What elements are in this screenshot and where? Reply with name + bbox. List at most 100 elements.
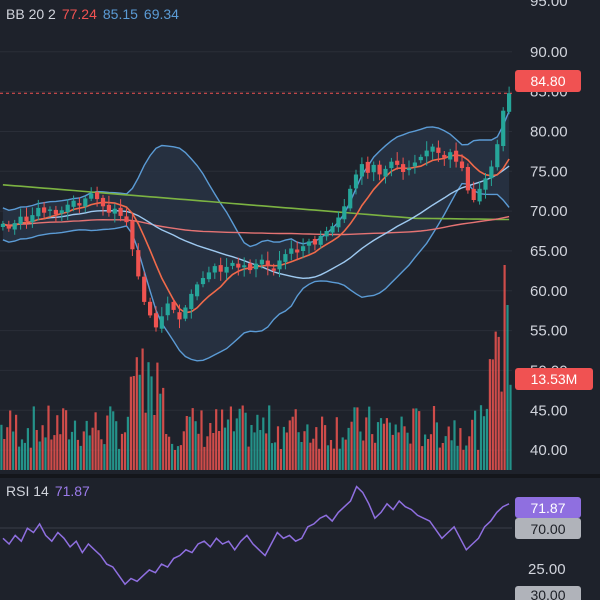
- candle: [477, 182, 482, 205]
- volume-bar: [291, 416, 294, 470]
- volume-bar: [324, 425, 327, 470]
- volume-bar: [256, 414, 259, 470]
- volume-bar: [29, 447, 32, 470]
- candle: [301, 238, 306, 259]
- volume-bar: [400, 416, 403, 470]
- candle: [30, 207, 35, 228]
- candle: [348, 185, 353, 212]
- bollinger-legend[interactable]: BB 20 2 77.24 85.15 69.34: [6, 6, 185, 22]
- volume-bar: [318, 448, 321, 470]
- volume-bar: [453, 420, 456, 470]
- volume-bar: [173, 450, 177, 470]
- volume-bar: [200, 410, 203, 470]
- volume-bar: [141, 348, 144, 470]
- volume-bar: [159, 393, 162, 470]
- candle: [448, 148, 453, 168]
- candle: [77, 197, 82, 214]
- volume-bar: [276, 426, 280, 470]
- volume-bar: [144, 412, 147, 470]
- rsi-legend[interactable]: RSI 14 71.87: [6, 483, 96, 499]
- volume-bar: [427, 439, 430, 470]
- volume-bar: [212, 433, 215, 470]
- volume-bar: [338, 448, 341, 470]
- candle: [124, 208, 129, 226]
- volume-bar: [221, 409, 224, 470]
- volume-bar: [185, 416, 188, 470]
- volume-bar: [288, 420, 291, 470]
- volume-bar: [76, 439, 79, 470]
- volume-bar: [435, 422, 438, 470]
- volume-bar: [35, 430, 38, 470]
- candle: [112, 203, 117, 223]
- volume-bar: [374, 442, 377, 470]
- volume-bar: [100, 439, 103, 470]
- candle: [100, 194, 106, 216]
- candle: [42, 201, 47, 219]
- volume-bar: [315, 427, 318, 470]
- volume-bar: [50, 439, 53, 470]
- volume-bar: [503, 265, 506, 470]
- volume-bar: [85, 420, 88, 470]
- volume-bar: [103, 444, 106, 470]
- rsi-chart[interactable]: 71.87 70.00 25.00 30.00: [0, 478, 600, 600]
- volume-bar: [118, 448, 121, 470]
- current-price-label: 84.80: [530, 73, 565, 89]
- volume-bar: [341, 437, 344, 470]
- volume-bar: [382, 423, 385, 470]
- volume-bar: [3, 439, 6, 470]
- volume-bar: [68, 439, 71, 470]
- volume-bar: [79, 445, 82, 470]
- volume-bar: [406, 432, 409, 470]
- volume-bar: [306, 424, 309, 470]
- pane-divider[interactable]: [0, 474, 600, 478]
- volume-bar: [191, 408, 194, 470]
- candle: [136, 243, 141, 280]
- candle: [471, 181, 476, 203]
- candle: [224, 258, 229, 280]
- candle: [153, 306, 159, 332]
- volume-bar: [347, 427, 350, 470]
- volume-bar: [268, 405, 271, 470]
- volume-bar: [485, 408, 488, 470]
- price-chart[interactable]: 90.0085.0080.0075.0070.0065.0060.0055.00…: [0, 0, 600, 475]
- candle: [459, 154, 465, 172]
- volume-bar: [444, 436, 447, 470]
- candle: [236, 257, 241, 276]
- price-tick-partial: 95.00: [530, 0, 568, 10]
- volume-bar: [259, 430, 262, 470]
- volume-bar: [274, 442, 277, 470]
- volume-bar: [282, 426, 285, 470]
- candle: [406, 160, 412, 176]
- candle: [318, 230, 323, 249]
- price-tick-label: 65.00: [530, 243, 568, 260]
- candle: [218, 257, 223, 281]
- bollinger-lower-line: [2, 182, 510, 362]
- volume-bar: [238, 408, 241, 470]
- candle: [83, 195, 88, 213]
- volume-bar: [241, 405, 244, 470]
- volume-bar: [303, 431, 306, 470]
- candle: [230, 260, 235, 270]
- candle: [389, 157, 394, 177]
- volume-bar: [312, 438, 315, 470]
- rsi-value-tag: 71.87: [515, 497, 581, 518]
- candle: [24, 207, 29, 229]
- volume-bar: [429, 434, 433, 470]
- candle: [418, 154, 423, 164]
- candle: [295, 241, 300, 261]
- volume-bar: [229, 406, 232, 470]
- current-price-tag: 84.80: [515, 70, 581, 92]
- volume-bar: [135, 357, 138, 470]
- volume-bar: [335, 417, 338, 470]
- ma-200-line: [2, 184, 510, 221]
- volume-bar: [397, 432, 400, 470]
- candle: [53, 205, 58, 223]
- rsi-70-label: 70.00: [530, 521, 565, 537]
- candle: [424, 141, 429, 166]
- candle: [377, 160, 382, 181]
- volume-bar: [6, 427, 9, 470]
- price-tick-label: 55.00: [530, 323, 568, 340]
- candle: [189, 289, 194, 319]
- candle: [312, 235, 317, 251]
- candle: [59, 206, 64, 221]
